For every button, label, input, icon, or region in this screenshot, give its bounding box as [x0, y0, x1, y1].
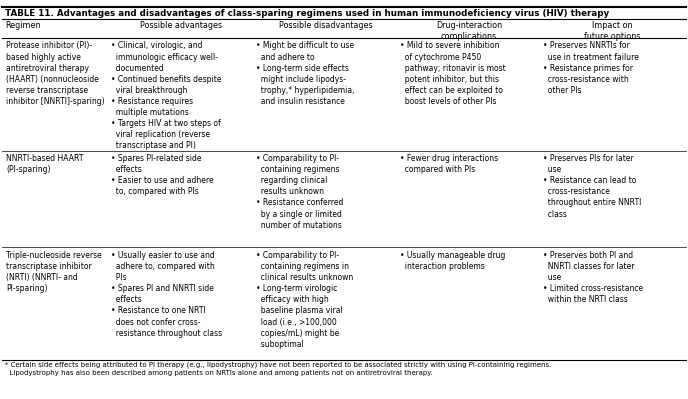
Text: • Usually easier to use and
  adhere to, compared with
  PIs
• Spares PI and NNR: • Usually easier to use and adhere to, c… [111, 251, 223, 338]
Text: • Mild to severe inhibition
  of cytochrome P450
  pathway; ritonavir is most
  : • Mild to severe inhibition of cytochrom… [400, 41, 506, 106]
Text: Possible advantages: Possible advantages [140, 21, 222, 30]
Text: Impact on
future options: Impact on future options [584, 21, 641, 41]
Text: TABLE 11. Advantages and disadvantages of class-sparing regimens used in human i: TABLE 11. Advantages and disadvantages o… [5, 9, 609, 18]
Text: NNRTI-based HAART
(PI-sparing): NNRTI-based HAART (PI-sparing) [6, 154, 84, 174]
Text: Drug-interaction
complications: Drug-interaction complications [436, 21, 502, 41]
Text: Protease inhibitor (PI)-
based highly active
antiretroviral therapy
(HAART) (non: Protease inhibitor (PI)- based highly ac… [6, 41, 105, 106]
Text: • Preserves both PI and
  NNRTI classes for later
  use
• Limited cross-resistan: • Preserves both PI and NNRTI classes fo… [543, 251, 643, 304]
Text: * Certain side effects being attributed to PI therapy (e.g., lipodystrophy) have: * Certain side effects being attributed … [5, 362, 551, 376]
Text: • Fewer drug interactions
  compared with PIs: • Fewer drug interactions compared with … [400, 154, 499, 174]
Text: • Clinical, virologic, and
  immunologic efficacy well-
  documented
• Continued: • Clinical, virologic, and immunologic e… [111, 41, 222, 150]
Text: • Preserves NNRTIs for
  use in treatment failure
• Resistance primes for
  cros: • Preserves NNRTIs for use in treatment … [543, 41, 638, 95]
Text: • Usually manageable drug
  interaction problems: • Usually manageable drug interaction pr… [400, 251, 506, 271]
Text: Triple-nucleoside reverse
transcriptase inhibitor
(NRTI) (NNRTI- and
PI-sparing): Triple-nucleoside reverse transcriptase … [6, 251, 102, 293]
Text: • Comparability to PI-
  containing regimens
  regarding clinical
  results unkn: • Comparability to PI- containing regime… [256, 154, 343, 229]
Text: • Might be difficult to use
  and adhere to
• Long-term side effects
  might inc: • Might be difficult to use and adhere t… [256, 41, 354, 106]
Text: • Comparability to PI-
  containing regimens in
  clinical results unknown
• Lon: • Comparability to PI- containing regime… [256, 251, 353, 349]
Text: • Spares PI-related side
  effects
• Easier to use and adhere
  to, compared wit: • Spares PI-related side effects • Easie… [111, 154, 214, 196]
Text: Possible disadvantages: Possible disadvantages [279, 21, 372, 30]
Text: Regimen: Regimen [6, 21, 41, 30]
Text: • Preserves PIs for later
  use
• Resistance can lead to
  cross-resistance
  th: • Preserves PIs for later use • Resistan… [543, 154, 641, 219]
